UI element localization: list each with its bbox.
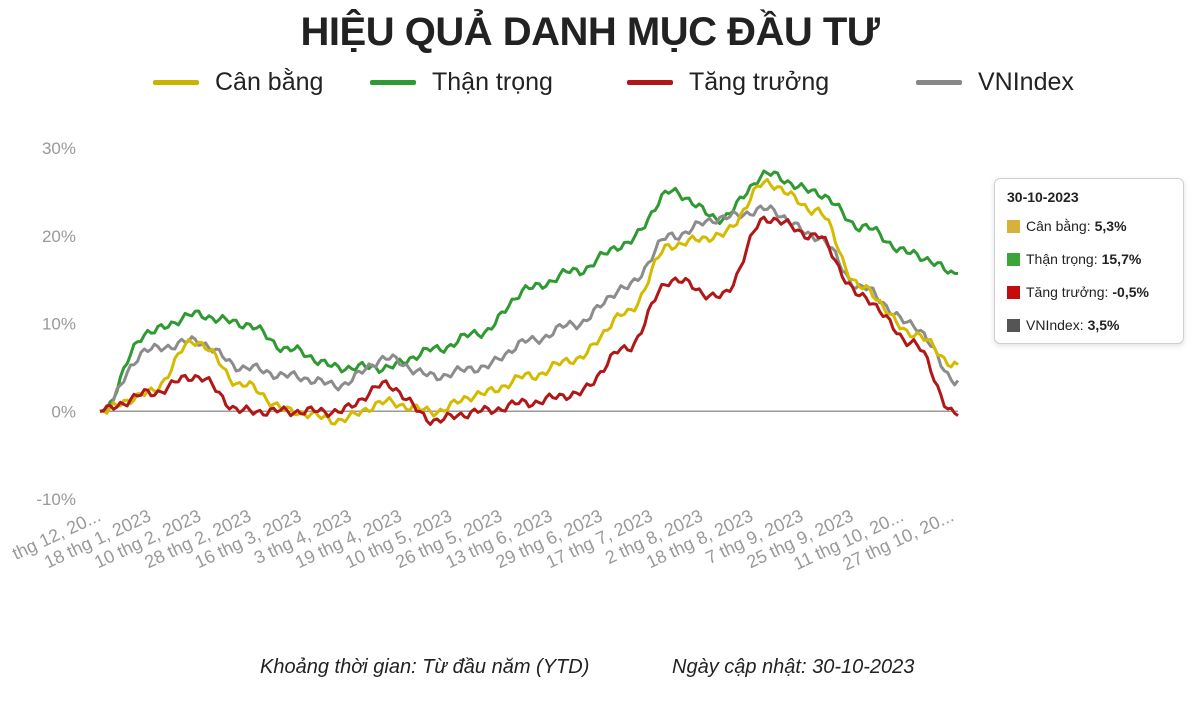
legend-swatch-tang-truong — [627, 80, 673, 85]
y-tick-label: 20% — [42, 227, 76, 246]
series-line-thận-trọng[interactable] — [99, 169, 959, 413]
tooltip-row-vnindex: VNIndex: 3,5% — [1007, 314, 1171, 336]
tooltip-value: -0,5% — [1112, 284, 1149, 300]
legend-item-can-bang[interactable]: Cân bằng — [153, 68, 323, 97]
legend-item-vnindex[interactable]: VNIndex — [916, 68, 1074, 97]
footer-updated: Ngày cập nhật: 30-10-2023 — [672, 656, 915, 678]
tooltip-date: 30-10-2023 — [1007, 189, 1079, 205]
chart-title: HIỆU QUẢ DANH MỤC ĐẦU TƯ — [300, 10, 880, 54]
tooltip-value: 3,5% — [1087, 317, 1120, 333]
tooltip-label: Tăng trưởng: — [1026, 284, 1109, 300]
tooltip-value: 15,7% — [1101, 251, 1142, 267]
tooltip-swatch — [1007, 318, 1020, 332]
tooltip-label: Cân bằng: — [1026, 218, 1091, 234]
legend-label-than-trong: Thận trọng — [432, 68, 553, 96]
tooltip-row-tang-truong: Tăng trưởng: -0,5% — [1007, 281, 1171, 303]
legend-label-vnindex: VNIndex — [978, 68, 1074, 96]
tooltip-row-can-bang: Cân bằng: 5,3% — [1007, 215, 1171, 237]
tooltip-label: VNIndex: — [1026, 317, 1084, 333]
tooltip-row-than-trong: Thận trọng: 15,7% — [1007, 248, 1171, 270]
y-tick-label: -10% — [36, 490, 76, 509]
legend-swatch-than-trong — [370, 80, 416, 85]
tooltip-label: Thận trọng: — [1026, 251, 1098, 267]
series-line-cân-bằng[interactable] — [99, 178, 959, 426]
legend-swatch-vnindex — [916, 80, 962, 85]
y-tick-label: 10% — [42, 315, 76, 334]
tooltip-value: 5,3% — [1094, 218, 1127, 234]
y-tick-label: 30% — [42, 139, 76, 158]
tooltip-swatch — [1007, 219, 1020, 233]
legend-item-tang-truong[interactable]: Tăng trưởng — [627, 68, 829, 97]
series-line-tăng-trưởng[interactable] — [99, 215, 959, 426]
legend-label-can-bang: Cân bằng — [215, 68, 324, 96]
legend-swatch-can-bang — [153, 80, 199, 85]
y-axis: 30% 20% 10% 0% -10% — [36, 139, 76, 509]
footer-period: Khoảng thời gian: Từ đầu năm (YTD) — [260, 656, 590, 678]
y-tick-label: 0% — [51, 402, 76, 421]
tooltip-swatch — [1007, 252, 1020, 266]
legend-label-tang-truong: Tăng trưởng — [689, 68, 830, 96]
legend: Cân bằng Thận trọng Tăng trưởng VNIndex — [0, 68, 1201, 104]
series-layer — [99, 169, 960, 426]
legend-item-than-trong[interactable]: Thận trọng — [370, 68, 553, 97]
tooltip-swatch — [1007, 285, 1020, 299]
hover-tooltip: 30-10-2023 Cân bằng: 5,3% Thận trọng: 15… — [994, 178, 1184, 344]
series-line-vnindex[interactable] — [99, 204, 960, 413]
